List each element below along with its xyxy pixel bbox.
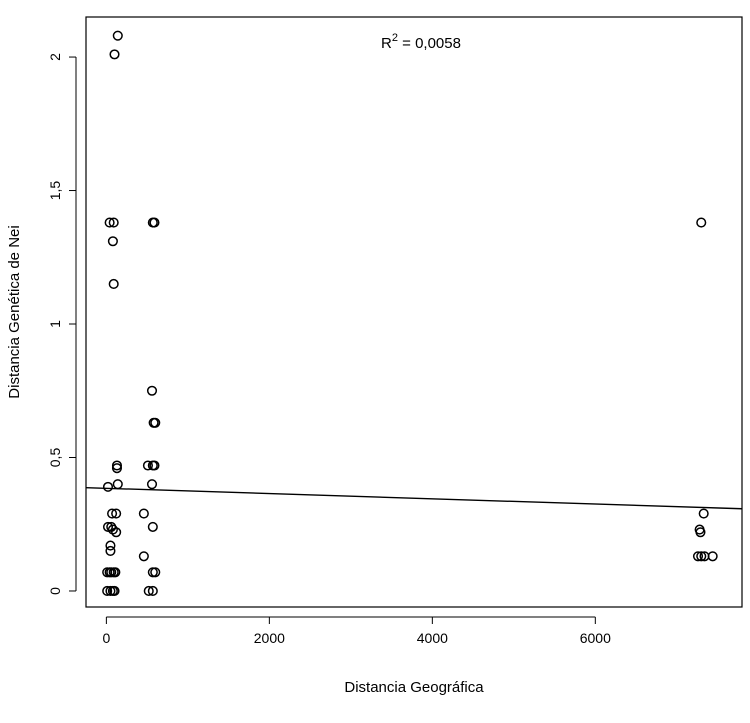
data-point: [150, 417, 161, 428]
x-axis-title: Distancia Geográfica: [344, 679, 484, 696]
x-axis: 0 2000 4000 6000: [102, 616, 611, 646]
data-point: [696, 551, 707, 562]
data-point: [147, 585, 158, 597]
data-point: [695, 527, 706, 538]
y-tick-label: 0,5: [47, 448, 63, 468]
data-point: [107, 524, 118, 535]
r-squared-value: = 0,0058: [398, 35, 461, 52]
regression-line: [85, 486, 743, 510]
data-point: [698, 508, 709, 519]
data-point: [143, 585, 154, 597]
data-point: [147, 521, 158, 532]
y-axis-title: Distancia Genética de Nei: [6, 225, 23, 398]
y-tick-label: 1: [47, 320, 63, 328]
data-point: [111, 463, 123, 474]
r-squared-annotation: R2 = 0,0058: [381, 32, 461, 52]
data-point: [111, 508, 122, 519]
data-point: [102, 585, 113, 597]
plot-frame: [85, 16, 743, 608]
data-point: [142, 460, 153, 471]
data-point: [112, 479, 123, 490]
x-tick-label: 4000: [417, 630, 448, 646]
data-point: [108, 217, 119, 228]
data-point: [105, 545, 116, 556]
data-point: [104, 217, 115, 228]
data-points: [102, 30, 718, 597]
data-point: [107, 236, 118, 247]
y-tick-label: 1,5: [47, 181, 63, 201]
data-point: [102, 521, 114, 532]
data-point: [107, 508, 118, 519]
data-point: [150, 567, 161, 578]
data-point: [149, 460, 160, 471]
x-tick-label: 6000: [580, 630, 611, 646]
data-point: [138, 508, 149, 519]
r-squared-superscript: 2: [392, 32, 398, 44]
data-point: [112, 30, 123, 41]
y-axis: 0 0,5 1 1,5 2: [47, 53, 77, 595]
data-point: [692, 551, 704, 562]
data-point: [146, 479, 158, 490]
data-point: [108, 278, 119, 290]
data-point: [696, 217, 707, 228]
data-point: [111, 527, 122, 538]
data-point: [138, 551, 149, 562]
data-point: [149, 217, 160, 228]
data-point: [146, 385, 158, 396]
data-point: [102, 481, 114, 492]
data-point: [109, 585, 120, 597]
data-point: [111, 460, 123, 471]
data-point: [105, 540, 116, 551]
r-squared-prefix: R: [381, 35, 392, 52]
x-tick-label: 2000: [254, 630, 285, 646]
y-tick-label: 2: [47, 53, 63, 61]
data-point: [707, 551, 718, 562]
data-point: [109, 49, 120, 60]
y-tick-label: 0: [47, 587, 63, 595]
x-tick-label: 0: [102, 630, 110, 646]
data-point: [110, 567, 121, 578]
